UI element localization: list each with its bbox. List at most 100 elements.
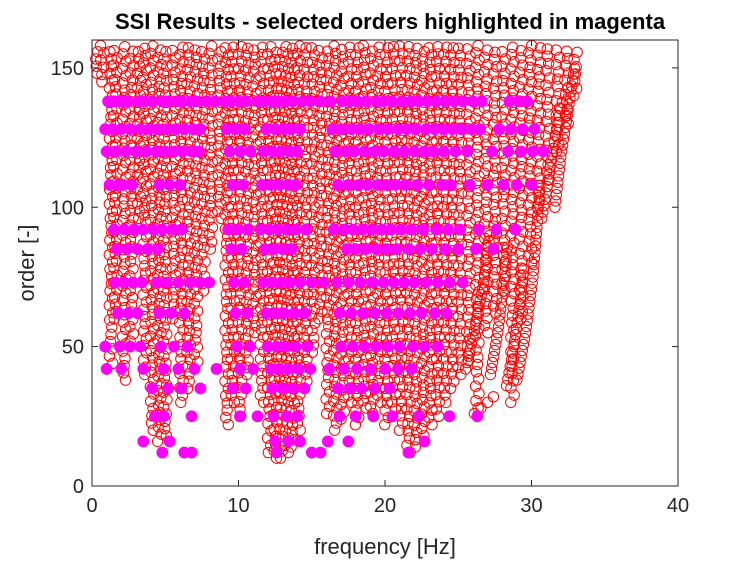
stable-pole-marker <box>352 397 364 409</box>
selected-order-marker <box>111 243 123 255</box>
stable-pole-marker <box>212 53 224 65</box>
stable-pole-marker <box>567 68 580 80</box>
selected-order-marker <box>411 179 424 191</box>
stable-pole-marker <box>437 48 450 61</box>
stable-pole-marker <box>393 54 406 67</box>
selected-order-marker <box>452 243 465 255</box>
x-axis-label: frequency [Hz] <box>314 534 456 559</box>
stable-pole-marker <box>440 345 452 358</box>
selected-order-marker <box>267 410 280 423</box>
stable-pole-marker <box>198 74 210 87</box>
selected-order-marker <box>418 435 431 448</box>
stable-pole-marker <box>498 190 510 203</box>
stable-pole-marker <box>320 342 332 354</box>
selected-order-marker <box>108 223 120 236</box>
stable-pole-marker <box>550 58 563 71</box>
stable-pole-marker <box>313 298 326 310</box>
stable-pole-marker <box>232 48 244 60</box>
stable-pole-marker <box>261 48 274 60</box>
selected-order-marker <box>525 179 538 191</box>
stable-pole-marker <box>96 68 108 81</box>
stable-pole-marker <box>190 58 203 71</box>
stable-pole-marker <box>298 78 311 90</box>
stable-pole-marker <box>570 61 582 73</box>
stable-pole-marker <box>161 393 173 406</box>
stable-pole-marker <box>473 387 485 400</box>
stable-pole-marker <box>199 256 211 268</box>
stable-pole-marker <box>444 332 457 344</box>
selected-order-marker <box>163 435 176 448</box>
stable-pole-marker <box>343 200 356 213</box>
stable-pole-marker <box>195 46 208 58</box>
stable-pole-marker <box>234 294 246 307</box>
selected-order-marker <box>332 179 345 191</box>
stable-pole-marker <box>240 78 252 91</box>
y-tick-label: 150 <box>51 58 84 80</box>
stable-pole-marker <box>147 134 159 147</box>
selected-order-marker <box>203 276 216 289</box>
stable-pole-marker <box>301 56 314 68</box>
stable-pole-marker <box>145 47 157 60</box>
stable-pole-marker <box>137 289 149 301</box>
selected-order-marker <box>294 123 306 136</box>
stable-pole-marker <box>232 265 244 278</box>
stable-pole-marker <box>439 63 451 75</box>
stable-pole-marker <box>190 109 202 121</box>
stable-pole-marker <box>166 211 179 223</box>
stable-pole-marker <box>514 197 526 209</box>
stable-pole-marker <box>279 425 292 437</box>
selected-order-marker <box>386 95 399 108</box>
stable-pole-marker <box>155 326 167 339</box>
selected-order-marker <box>226 179 239 191</box>
selected-order-marker <box>349 243 362 255</box>
stable-pole-marker <box>189 261 201 274</box>
stable-pole-marker <box>175 77 188 90</box>
stable-pole-marker <box>553 51 566 63</box>
stable-pole-marker <box>389 55 401 67</box>
x-tick-label: 20 <box>374 495 396 517</box>
stable-pole-marker <box>372 157 384 169</box>
stable-pole-marker <box>254 353 267 365</box>
selected-order-marker <box>223 145 236 158</box>
stable-pole-marker <box>203 163 215 176</box>
stable-pole-marker <box>430 403 442 415</box>
selected-order-marker <box>387 145 400 158</box>
stable-pole-marker <box>433 164 445 176</box>
stable-pole-marker <box>393 40 406 52</box>
stable-pole-marker <box>191 305 204 317</box>
stable-pole-marker <box>293 192 305 205</box>
stable-pole-marker <box>256 208 268 220</box>
stable-pole-marker <box>220 411 232 424</box>
stable-pole-marker <box>567 74 579 86</box>
stable-pole-marker <box>418 67 430 80</box>
stable-pole-marker <box>402 374 414 386</box>
stable-pole-marker <box>330 250 343 263</box>
selected-order-marker <box>298 307 311 320</box>
stable-pole-marker <box>119 374 132 386</box>
stable-pole-marker <box>470 76 483 88</box>
selected-order-marker <box>389 179 402 191</box>
stable-pole-marker <box>500 379 513 392</box>
stable-pole-marker <box>110 204 123 216</box>
selected-order-marker <box>354 276 366 289</box>
stable-pole-marker <box>516 160 528 173</box>
stable-pole-marker <box>104 314 116 326</box>
selected-order-marker <box>346 223 359 236</box>
stable-pole-marker <box>469 380 482 392</box>
stable-pole-marker <box>188 297 200 310</box>
stable-pole-marker <box>430 69 442 82</box>
stable-pole-marker <box>481 44 494 56</box>
stable-pole-marker <box>410 376 423 388</box>
stable-pole-marker <box>321 407 333 420</box>
stable-pole-marker <box>496 291 508 303</box>
stable-pole-marker <box>455 303 468 315</box>
stable-pole-marker <box>561 109 573 122</box>
stable-pole-marker <box>219 107 231 119</box>
stable-pole-marker <box>387 40 400 53</box>
selected-order-marker <box>146 382 158 395</box>
stable-pole-marker <box>203 228 215 241</box>
selected-order-marker <box>333 307 346 320</box>
stable-pole-marker <box>343 106 355 119</box>
stable-pole-marker <box>455 202 467 214</box>
stable-pole-marker <box>503 366 515 379</box>
